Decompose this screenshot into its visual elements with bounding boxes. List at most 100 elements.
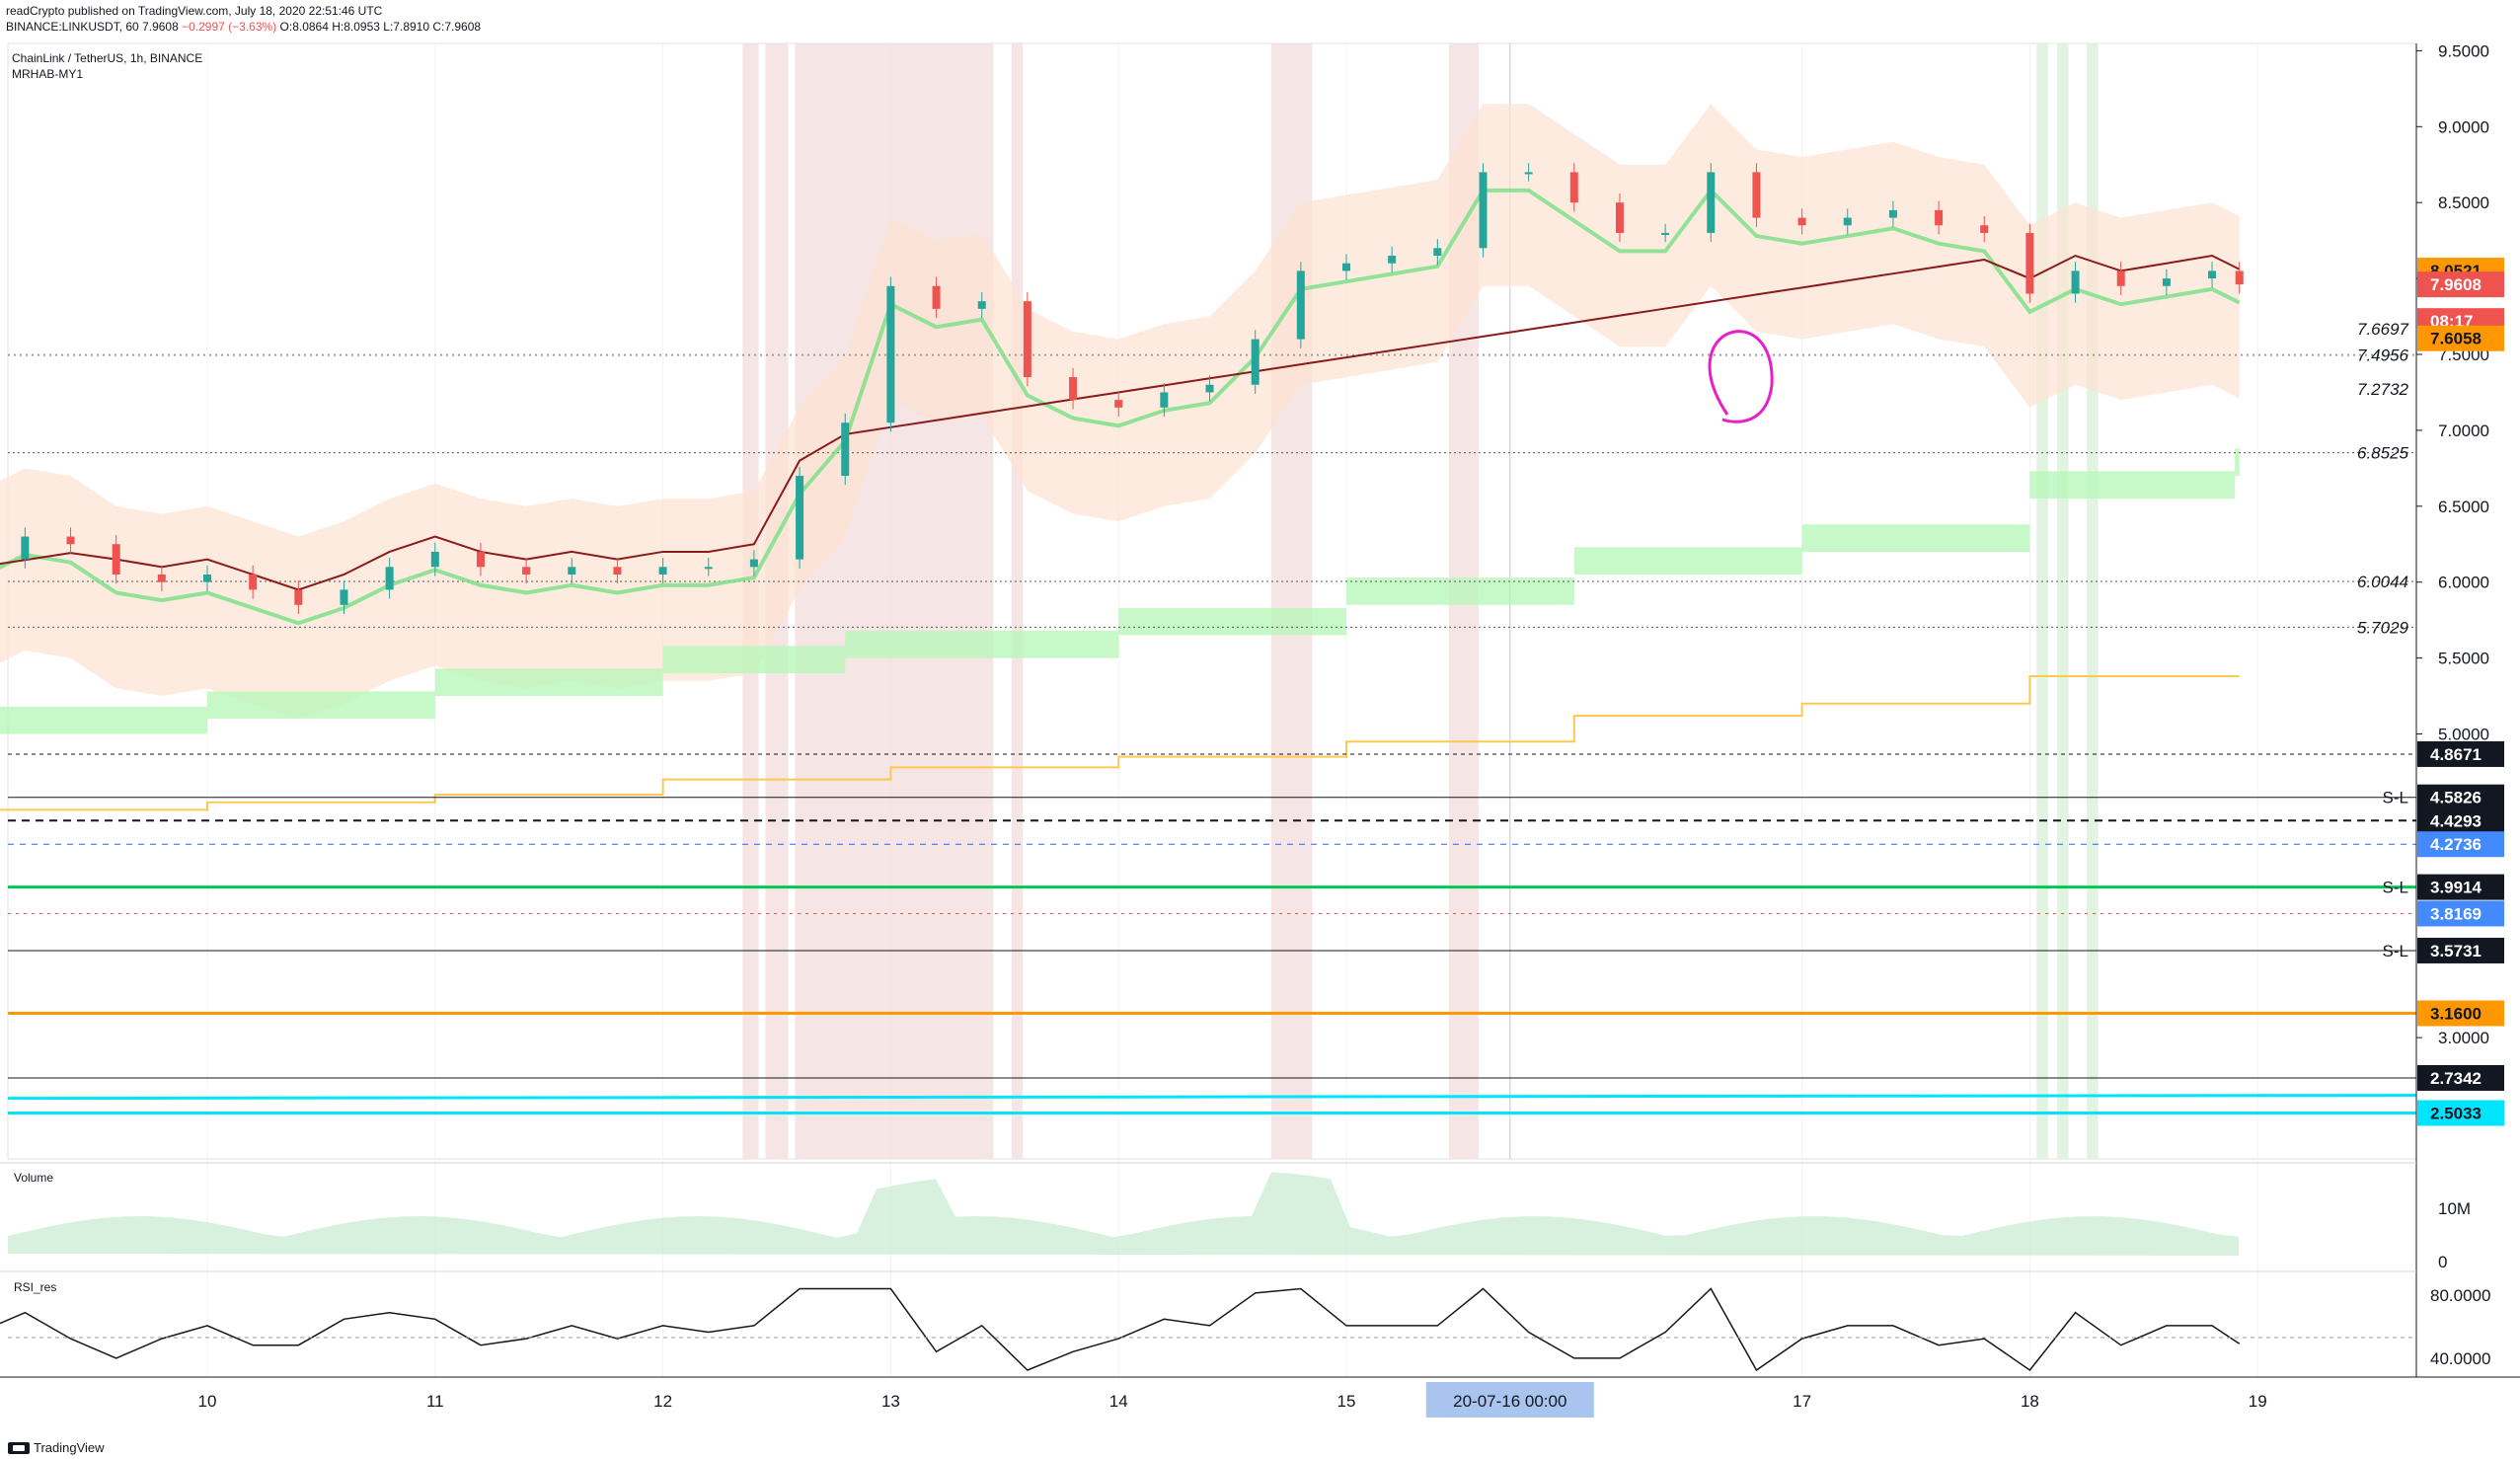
candle-body	[294, 589, 303, 605]
price-label-text: 3.9914	[2430, 879, 2482, 897]
sl-marker: S-L	[2383, 789, 2408, 807]
price-label-text: 3.8169	[2430, 904, 2482, 923]
candle-body	[1843, 217, 1852, 226]
candle-body	[249, 575, 258, 590]
price-label-text: 7.9608	[2430, 275, 2482, 294]
price-label-box	[2417, 1000, 2504, 1027]
x-tick-label-12: 12	[653, 1392, 672, 1411]
candle-body	[340, 589, 348, 605]
price-label-3.9914: 3.9914	[2417, 874, 2504, 900]
candle-body	[1069, 377, 1078, 401]
candle-body	[157, 575, 166, 582]
legend-instrument[interactable]: ChainLink / TetherUS, 1h, BINANCE	[12, 51, 203, 65]
candle-body	[1342, 263, 1350, 271]
price-label-7.2732: 7.2732	[2357, 380, 2409, 399]
x-tick-label-11: 11	[426, 1392, 444, 1411]
rsi-layer: 80.0000 40.0000	[0, 1286, 2490, 1372]
green-step-band	[0, 448, 2240, 734]
x-tick-label-10: 10	[198, 1392, 217, 1411]
volume-axis-0: 0	[2438, 1253, 2447, 1271]
x-tick-label-19: 19	[2249, 1392, 2267, 1411]
price-label-text: 3.5731	[2430, 942, 2482, 960]
fast-ma-line	[0, 187, 2241, 626]
x-tick-label-18: 18	[2021, 1392, 2039, 1411]
close-value: C:7.9608	[432, 20, 482, 34]
candle-body	[1797, 217, 1806, 226]
candle-body	[1980, 225, 1989, 233]
rsi-pane-label[interactable]: RSI_res	[14, 1280, 57, 1294]
candle-body	[21, 536, 30, 560]
candle-body	[1888, 209, 1897, 218]
volume-axis-10m: 10M	[2438, 1199, 2471, 1218]
legend-indicator[interactable]: MRHAB-MY1	[12, 67, 84, 81]
candle-body	[932, 285, 941, 309]
sl-marker: S-L	[2383, 879, 2408, 897]
last-price: 7.9608	[142, 20, 179, 34]
price-label-box	[2417, 1064, 2504, 1091]
candle-body	[1524, 172, 1533, 175]
price-label-box	[2417, 1100, 2504, 1126]
red-zone	[1011, 43, 1024, 1159]
level-lines-layer	[7, 353, 2417, 1114]
candle-body	[385, 567, 394, 590]
price-label-3.1600: 3.1600	[2417, 1000, 2504, 1027]
candle-body	[1752, 172, 1761, 218]
y-tick-label-5.5000: 5.5000	[2438, 650, 2489, 668]
candle-body	[1661, 232, 1670, 235]
candle-body	[1296, 270, 1305, 340]
candle-body	[658, 567, 667, 576]
price-label-text: 7.4956	[2357, 346, 2409, 365]
rsi-axis-40: 40.0000	[2430, 1349, 2490, 1368]
candle-body	[2208, 270, 2217, 279]
price-label-text: 4.8671	[2430, 745, 2482, 764]
price-label-box	[2417, 784, 2504, 810]
price-label-7.6058: 7.6058	[2417, 325, 2504, 351]
candle-body	[749, 559, 758, 568]
change-value: −0.2997 (−3.63%)	[182, 20, 277, 34]
red-zone	[795, 43, 994, 1159]
green-zone	[2036, 43, 2048, 1159]
candle-body	[1160, 392, 1169, 408]
price-labels-layer: 8.05217.960808:177.66977.49567.60587.273…	[2357, 258, 2504, 1126]
publish-header: readCrypto published on TradingView.com,…	[6, 4, 382, 18]
candle-body	[1251, 339, 1260, 385]
candle-body	[2025, 232, 2034, 294]
green-zone	[2057, 43, 2069, 1159]
price-label-3.5731: 3.5731	[2417, 937, 2504, 963]
yellow-step-line	[0, 675, 2240, 811]
y-tick-label-6.0000: 6.0000	[2438, 574, 2489, 592]
ohlc-header: BINANCE:LINKUSDT, 60 7.9608 −0.2997 (−3.…	[6, 20, 481, 34]
price-label-text: 6.8525	[2357, 444, 2409, 463]
candle-body	[2235, 270, 2244, 285]
candle-body	[1114, 400, 1123, 408]
price-label-text: 5.7029	[2357, 618, 2409, 637]
candle-body	[1935, 209, 1944, 226]
price-label-4.5826: 4.5826	[2417, 784, 2504, 810]
volume-pane-label[interactable]: Volume	[14, 1171, 54, 1185]
price-label-text: 4.5826	[2430, 789, 2482, 807]
price-label-text: 6.0044	[2357, 573, 2408, 591]
price-label-3.8169: 3.8169	[2417, 900, 2504, 927]
candle-body	[977, 301, 986, 309]
y-tick-label-6.5000: 6.5000	[2438, 498, 2489, 516]
time-axis[interactable]: 10 11 12 13 14 15 17 18 19 20-07-16 00:00	[198, 1382, 2267, 1418]
candle-body	[203, 575, 211, 582]
candle-body	[1388, 256, 1397, 264]
price-layer	[0, 163, 2244, 626]
candle-body	[1707, 172, 1716, 233]
candle-body	[2116, 270, 2125, 286]
y-tick-label-9.0000: 9.0000	[2438, 117, 2489, 136]
candle-body	[1615, 202, 1624, 233]
publisher-text: readCrypto published on TradingView.com,…	[6, 4, 383, 18]
sl-marker: S-L	[2383, 942, 2408, 960]
price-label-box	[2417, 740, 2504, 767]
x-tick-label-14: 14	[1109, 1392, 1128, 1411]
y-tick-label-9.5000: 9.5000	[2438, 41, 2489, 60]
footer-brand[interactable]: TradingView	[8, 1440, 105, 1455]
price-label-box	[2417, 874, 2504, 900]
price-label-box	[2417, 271, 2504, 298]
candle-body	[613, 567, 622, 576]
peach-cloud-band	[0, 104, 2240, 720]
candle-body	[1205, 384, 1214, 393]
